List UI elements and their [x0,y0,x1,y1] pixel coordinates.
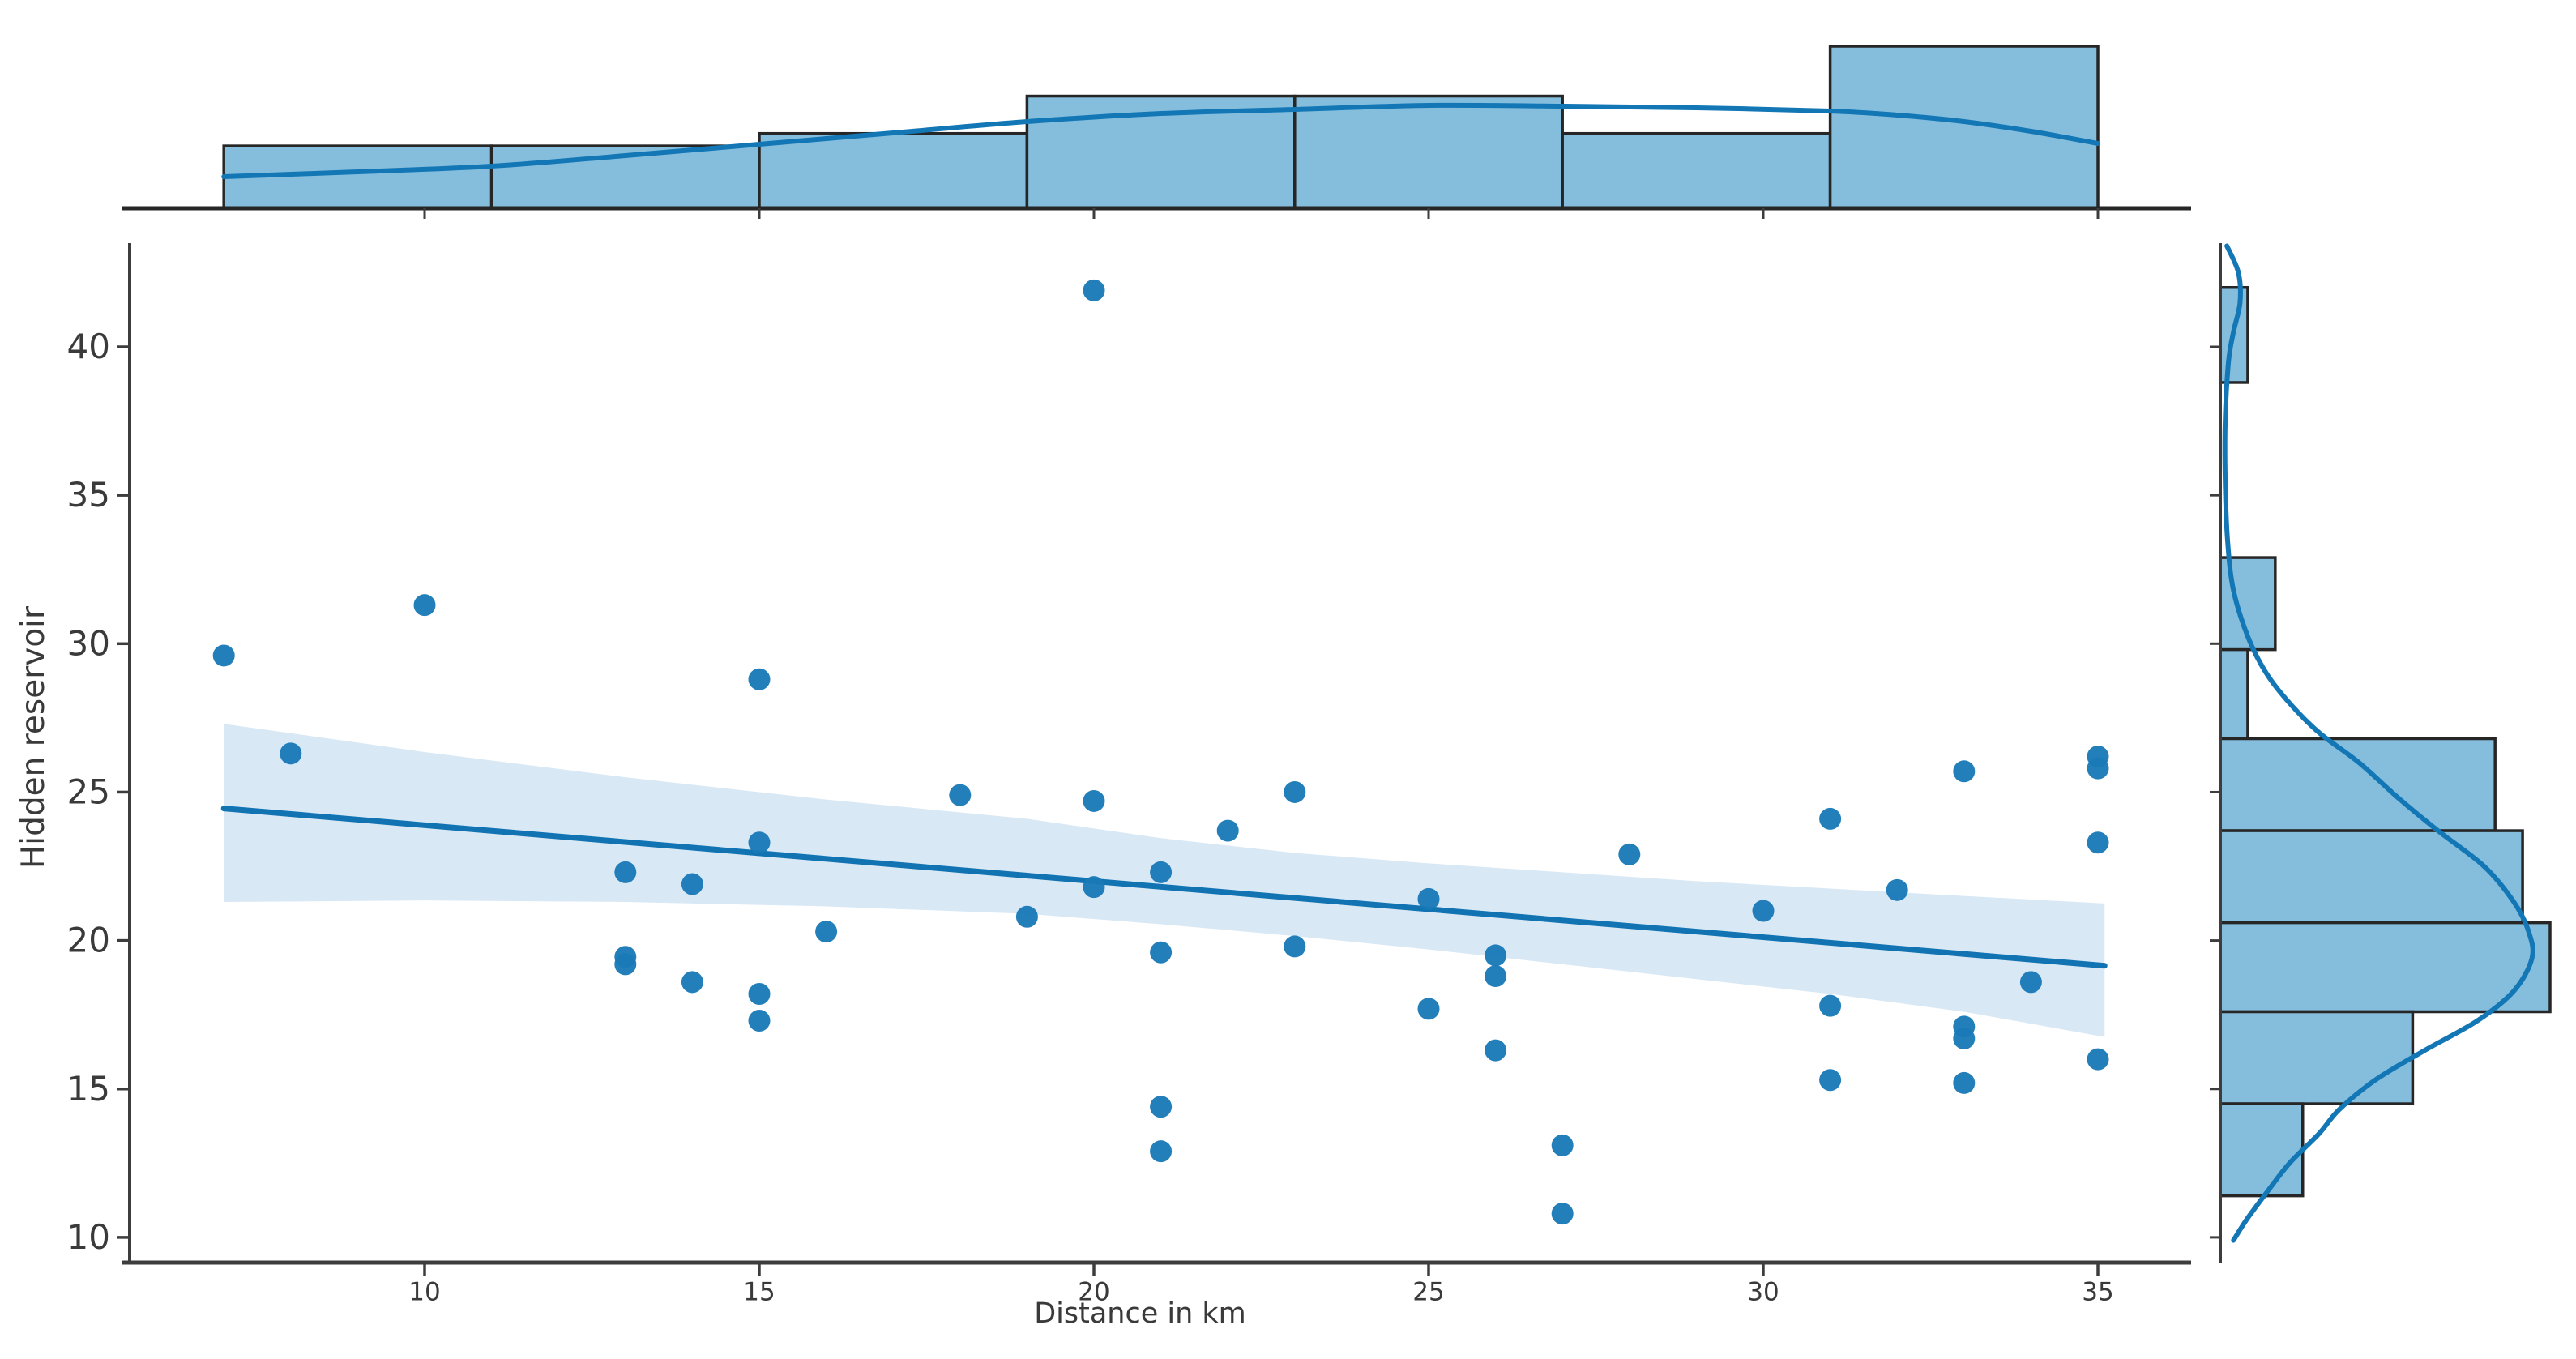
scatter-point [2019,971,2042,994]
scatter-point [1551,1203,1574,1225]
scatter-point [1953,1071,1976,1094]
scatter-point [1819,1069,1842,1092]
scatter-point [748,668,771,690]
right-histogram-bar [2219,921,2552,1014]
scatter-point [1953,1027,1976,1049]
x-tick-label: 25 [1412,1277,1444,1306]
scatter-point [1551,1134,1574,1156]
y-tick-label: 40 [67,327,110,366]
right-histogram-bar [2219,829,2524,925]
scatter-point [949,784,972,806]
y-tick-label: 20 [67,921,110,960]
top-histogram-bar [1828,45,2100,210]
scatter-point [1216,819,1239,842]
right-histogram-bar [2219,1102,2305,1198]
scatter-point [1150,1140,1173,1163]
top-kde-curve [221,102,2100,179]
right-histogram-bar [2219,285,2249,384]
scatter-point [1485,965,1507,988]
x-tick-label: 15 [743,1277,775,1306]
y-tick-label: 35 [67,475,110,515]
scatter-points-layer [212,279,2109,1225]
scatter-point [2087,1048,2109,1071]
scatter-point [681,873,703,895]
right-histogram-bar [2219,1010,2415,1105]
scatter-point [280,742,302,765]
scatter-point [1284,780,1306,803]
scatter-point [1150,941,1173,964]
scatter-point [2087,757,2109,780]
scatter-point [614,953,637,976]
scatter-point [748,1010,771,1032]
scatter-point [212,644,235,667]
scatter-point [413,594,436,617]
top-histogram-bar [1561,131,1832,210]
axes-spines [122,206,2222,1265]
scatter-point [748,983,771,1006]
scatter-point [1083,789,1105,812]
y-tick-label: 10 [67,1217,110,1257]
right-kde-curve [2222,243,2535,1243]
scatter-point [681,971,703,994]
scatter-point [1150,1096,1173,1118]
scatter-point [1083,279,1105,301]
scatter-point [1953,760,1976,783]
x-axis-label: Distance in km [1034,1297,1246,1330]
x-tick-label: 10 [408,1277,440,1306]
scatter-point [1015,905,1038,928]
top-histogram-bar [1293,94,1564,210]
scatter-point [1618,843,1641,865]
scatter-point [1083,876,1105,899]
scatter-point [1752,900,1775,922]
y-tick-label: 15 [67,1069,110,1109]
top-marginal-histogram [221,45,2100,210]
scatter-point [748,831,771,854]
regression-line-layer [220,806,2108,969]
x-tick-label: 20 [1078,1277,1109,1306]
x-tick-label: 30 [1747,1277,1779,1306]
scatter-point [1886,878,1908,901]
scatter-point [1417,887,1440,910]
y-tick-label: 25 [67,771,110,811]
scatter-point [1284,935,1306,958]
regression-line [220,806,2108,969]
scatter-point [1819,807,1842,830]
x-tick-label: 35 [2082,1277,2113,1306]
scatter-point [2087,831,2109,854]
top-histogram-bar [758,131,1029,210]
y-tick-label: 30 [67,623,110,663]
right-histogram-bar [2219,647,2249,741]
scatter-point [1485,1039,1507,1062]
y-axis-label: Hidden reservoir [15,605,52,869]
scatter-point [1485,944,1507,967]
scatter-point [815,921,838,943]
scatter-point [1819,994,1842,1017]
right-histogram-bar [2219,737,2497,832]
right-marginal-histogram [2219,243,2552,1243]
scatter-point [1150,861,1173,883]
scatter-point [614,861,637,883]
axis-ticks-and-labels: 10 15 20 25 30 35 10 15 20 25 30 35 40 [67,208,2220,1306]
scatter-point [1417,998,1440,1020]
